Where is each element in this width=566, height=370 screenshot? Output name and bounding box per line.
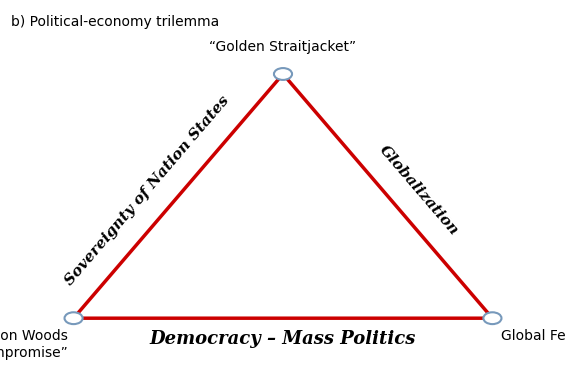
Text: “Bretton Woods
Compromise”: “Bretton Woods Compromise” [0,329,68,360]
Text: Globalization: Globalization [376,143,461,238]
Text: b) Political-economy trilemma: b) Political-economy trilemma [11,15,220,29]
Circle shape [65,312,83,324]
Text: “Golden Straitjacket”: “Golden Straitjacket” [209,40,357,54]
Circle shape [483,312,501,324]
Text: Democracy – Mass Politics: Democracy – Mass Politics [150,330,416,347]
Text: Sovereignty of Nation States: Sovereignty of Nation States [62,93,232,288]
Text: Global Federalism: Global Federalism [501,329,566,343]
Circle shape [274,68,292,80]
